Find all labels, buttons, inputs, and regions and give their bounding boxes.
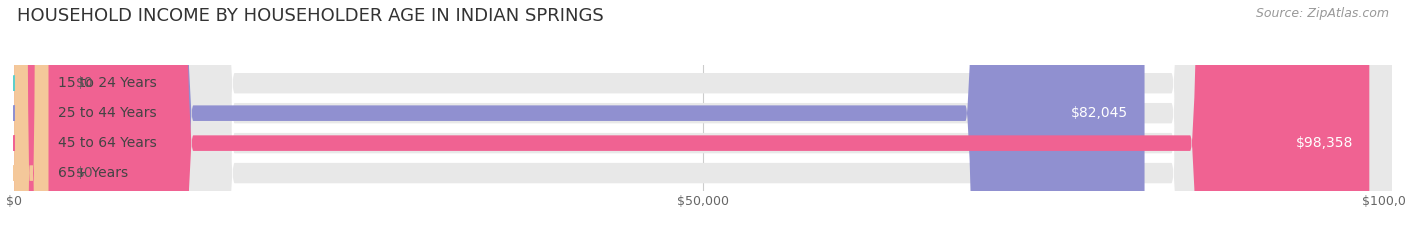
FancyBboxPatch shape xyxy=(14,0,1392,233)
FancyBboxPatch shape xyxy=(14,0,1369,233)
Text: 25 to 44 Years: 25 to 44 Years xyxy=(58,106,157,120)
Text: $0: $0 xyxy=(76,76,94,90)
FancyBboxPatch shape xyxy=(14,0,48,233)
Text: HOUSEHOLD INCOME BY HOUSEHOLDER AGE IN INDIAN SPRINGS: HOUSEHOLD INCOME BY HOUSEHOLDER AGE IN I… xyxy=(17,7,603,25)
FancyBboxPatch shape xyxy=(14,0,1392,233)
FancyBboxPatch shape xyxy=(14,0,48,233)
Text: $98,358: $98,358 xyxy=(1295,136,1353,150)
Text: 15 to 24 Years: 15 to 24 Years xyxy=(58,76,157,90)
Text: $82,045: $82,045 xyxy=(1071,106,1128,120)
Text: 45 to 64 Years: 45 to 64 Years xyxy=(58,136,157,150)
FancyBboxPatch shape xyxy=(14,0,1392,233)
FancyBboxPatch shape xyxy=(14,0,1392,233)
Text: $0: $0 xyxy=(76,166,94,180)
FancyBboxPatch shape xyxy=(14,0,1144,233)
Text: Source: ZipAtlas.com: Source: ZipAtlas.com xyxy=(1256,7,1389,20)
Text: 65+ Years: 65+ Years xyxy=(58,166,128,180)
